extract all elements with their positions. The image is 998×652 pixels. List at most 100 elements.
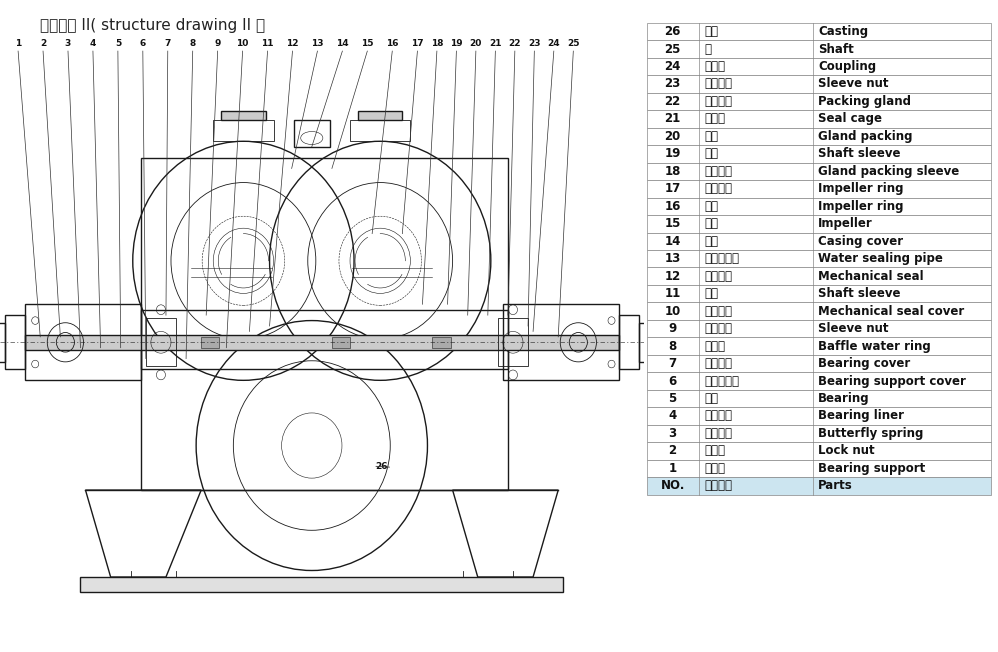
Text: 2: 2 (669, 445, 677, 458)
Text: 14: 14 (336, 39, 348, 48)
Text: 16: 16 (386, 39, 398, 48)
Text: 蝶形弹簧: 蝶形弹簧 (705, 427, 733, 440)
Bar (0, 323, 5, 362)
Text: NO.: NO. (661, 479, 685, 492)
Text: Coupling: Coupling (818, 60, 876, 73)
Text: 轴套螺母: 轴套螺母 (705, 78, 733, 91)
Text: 轴承: 轴承 (705, 392, 719, 405)
Text: 轴: 轴 (705, 42, 712, 55)
Text: 圆螺母: 圆螺母 (705, 445, 726, 458)
Text: Shaft sleeve: Shaft sleeve (818, 287, 901, 300)
Text: 26: 26 (375, 462, 387, 471)
Text: 泵盖: 泵盖 (705, 235, 719, 248)
Bar (647, 250, 991, 267)
Text: 7: 7 (669, 357, 677, 370)
Text: 挡水圈: 挡水圈 (705, 340, 726, 353)
Text: 9: 9 (215, 39, 221, 48)
Text: 填料压盖: 填料压盖 (705, 95, 733, 108)
Text: 10: 10 (237, 39, 249, 48)
Text: 16: 16 (665, 200, 681, 213)
Text: 21: 21 (665, 112, 681, 125)
Text: 18: 18 (431, 39, 443, 48)
Bar (647, 267, 991, 285)
Text: Butterfly spring: Butterfly spring (818, 427, 924, 440)
Bar (222, 111, 265, 119)
Text: 18: 18 (665, 165, 681, 178)
Text: 6: 6 (140, 39, 146, 48)
Bar (647, 303, 991, 320)
Text: 26: 26 (665, 25, 681, 38)
Text: 14: 14 (665, 235, 681, 248)
Text: Shaft sleeve: Shaft sleeve (818, 147, 901, 160)
Text: 结构形式 II( structure drawing II ）: 结构形式 II( structure drawing II ） (40, 18, 265, 33)
Text: 填料挡套: 填料挡套 (705, 165, 733, 178)
Text: 轴承衬圈: 轴承衬圈 (705, 409, 733, 422)
Text: 12: 12 (286, 39, 298, 48)
Text: 叶轮挡套: 叶轮挡套 (705, 183, 733, 196)
Bar (647, 145, 991, 162)
Text: 7: 7 (165, 39, 171, 48)
Text: Bearing liner: Bearing liner (818, 409, 904, 422)
Bar (25, 334, 619, 350)
Bar (358, 111, 402, 119)
Text: Sleeve nut: Sleeve nut (818, 322, 889, 335)
Text: 轴套螺母: 轴套螺母 (705, 322, 733, 335)
Text: Gland packing sleeve: Gland packing sleeve (818, 165, 960, 178)
Text: Shaft: Shaft (818, 42, 854, 55)
Bar (202, 337, 220, 348)
Bar (350, 119, 410, 141)
Text: 4: 4 (90, 39, 96, 48)
Bar (5, 315, 25, 370)
Text: 叶轮: 叶轮 (705, 217, 719, 230)
Bar (25, 304, 141, 380)
Text: 水封管部件: 水封管部件 (705, 252, 740, 265)
Text: 15: 15 (665, 217, 681, 230)
Text: Mechanical seal: Mechanical seal (818, 270, 924, 283)
Text: 口环: 口环 (705, 200, 719, 213)
Text: 23: 23 (528, 39, 541, 48)
Bar (639, 323, 657, 362)
Bar (647, 215, 991, 233)
Text: Bearing: Bearing (818, 392, 870, 405)
Text: Casting: Casting (818, 25, 868, 38)
Text: 13: 13 (665, 252, 681, 265)
Bar (647, 477, 991, 495)
Text: 6: 6 (669, 374, 677, 387)
Text: 轴套: 轴套 (705, 147, 719, 160)
Bar (647, 180, 991, 198)
Text: Water sealing pipe: Water sealing pipe (818, 252, 943, 265)
Text: 23: 23 (665, 78, 681, 91)
Text: Gland packing: Gland packing (818, 130, 913, 143)
Bar (647, 442, 991, 460)
Bar (647, 75, 991, 93)
Text: Impeller ring: Impeller ring (818, 200, 904, 213)
Bar (332, 337, 350, 348)
Bar (657, 318, 682, 366)
Text: 联轴器: 联轴器 (705, 60, 726, 73)
Bar (647, 408, 991, 424)
Bar (146, 318, 176, 366)
Text: Packing gland: Packing gland (818, 95, 911, 108)
Text: 22: 22 (509, 39, 521, 48)
Text: 轴承压盖: 轴承压盖 (705, 357, 733, 370)
Text: Lock nut: Lock nut (818, 445, 875, 458)
Bar (141, 310, 508, 490)
Text: 10: 10 (665, 304, 681, 318)
Text: 9: 9 (669, 322, 677, 335)
Text: 机封压盖: 机封压盖 (705, 304, 733, 318)
Text: 填料环: 填料环 (705, 112, 726, 125)
Text: 21: 21 (489, 39, 502, 48)
Text: 24: 24 (548, 39, 560, 48)
Text: Impeller ring: Impeller ring (818, 183, 904, 196)
Bar (647, 162, 991, 180)
Bar (498, 318, 528, 366)
Text: Bearing support: Bearing support (818, 462, 925, 475)
Text: Casing cover: Casing cover (818, 235, 903, 248)
Text: 24: 24 (665, 60, 681, 73)
Text: 19: 19 (665, 147, 681, 160)
Bar (503, 304, 619, 380)
Text: 1: 1 (15, 39, 21, 48)
Bar (647, 198, 991, 215)
Text: 填料: 填料 (705, 130, 719, 143)
Text: 机械密封: 机械密封 (705, 270, 733, 283)
